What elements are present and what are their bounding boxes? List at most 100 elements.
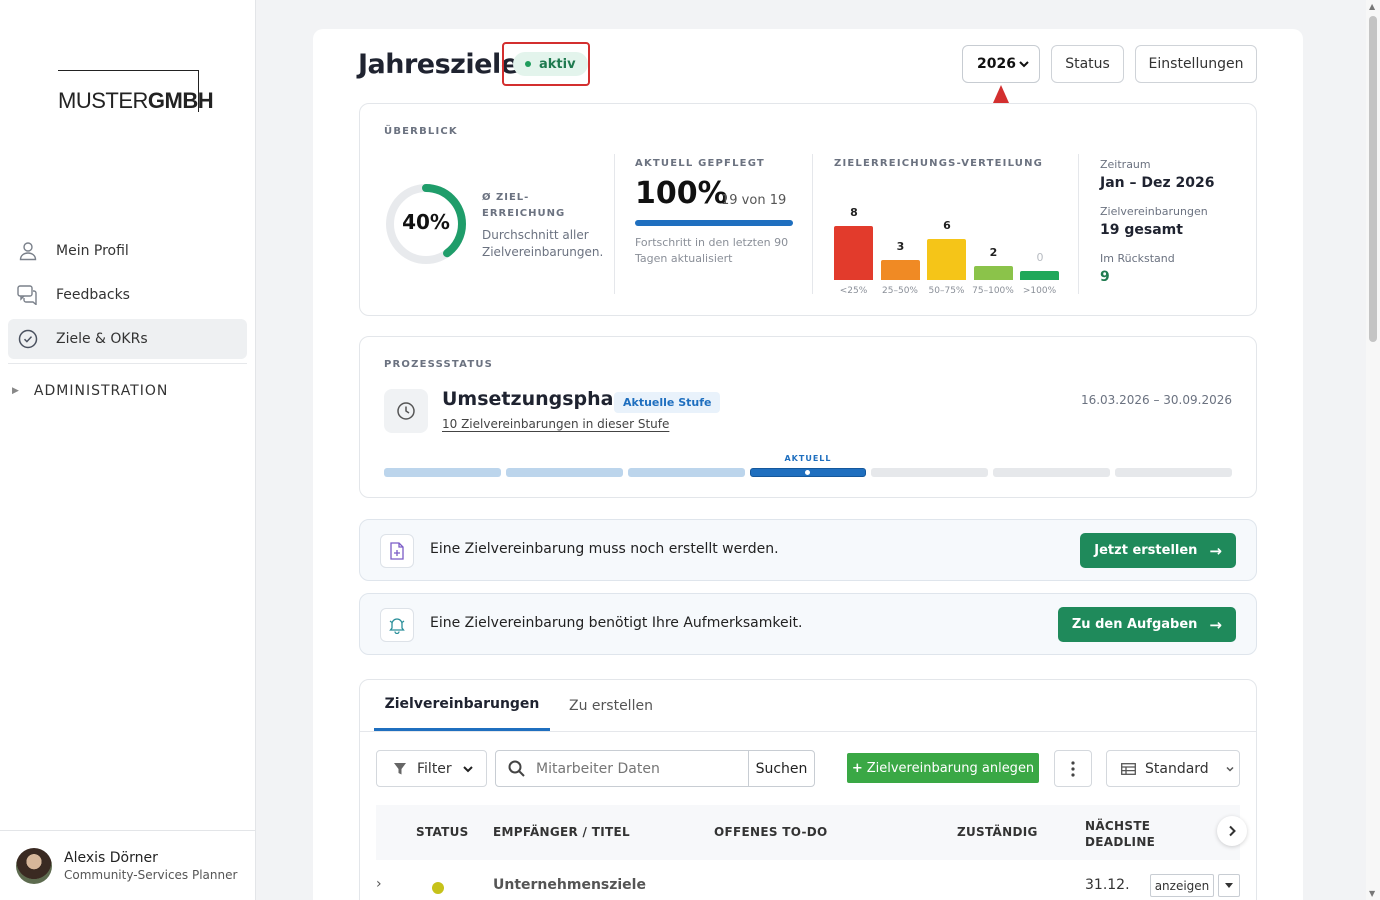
status-badge-label: aktiv [539,56,576,72]
user-profile[interactable]: Alexis Dörner Community-Services Planner [0,830,255,900]
scroll-up-icon[interactable]: ▲ [1369,2,1376,11]
sidebar-nav: Mein Profil Feedbacks Ziele & OKRs [8,231,247,364]
button-label: Zielvereinbarung anlegen [866,760,1035,776]
sidebar-item-profile[interactable]: Mein Profil [8,231,247,271]
triangle-right-icon: ▶ [12,386,20,396]
page-title: Jahresziele [358,49,519,80]
settings-button[interactable]: Einstellungen [1135,45,1257,83]
divider [1078,154,1079,294]
filter-button[interactable]: Filter [376,750,487,787]
column-open-todo[interactable]: OFFENES TO-DO [714,825,828,839]
sidebar-item-goals[interactable]: Ziele & OKRs [8,319,247,359]
overview-panel: ÜBERBLICK 40% Ø ZIEL-ERREICHUNG Durchsch… [359,103,1257,316]
distribution-label: ZIELERREICHUNGS-VERTEILUNG [834,158,1044,169]
expand-row-icon[interactable]: › [376,876,382,892]
kebab-menu-icon [1071,760,1075,777]
clock-icon [384,389,428,433]
avg-achievement-label: Ø ZIEL-ERREICHUNG [482,192,566,219]
stage-segment [627,468,745,477]
table-header: STATUS EMPFÄNGER / TITEL OFFENES TO-DO Z… [376,805,1240,860]
current-stage-badge: Aktuelle Stufe [614,392,721,413]
chevron-down-icon [1226,766,1234,772]
row-deadline: 31.12. [1085,877,1130,893]
chevron-down-icon [1019,61,1029,68]
funnel-icon [394,762,406,774]
sidebar-item-label: Mein Profil [56,243,129,259]
row-title[interactable]: Unternehmensziele [493,877,646,893]
year-select-value: 2026 [977,56,1016,72]
meta-value-overdue: 9 [1100,269,1110,285]
main-card: Jahresziele aktiv 2026 Status Einstellun… [313,29,1303,900]
user-role: Community-Services Planner [64,867,238,882]
overview-label: ÜBERBLICK [384,126,458,137]
plus-icon: + [851,760,863,776]
sidebar-item-feedbacks[interactable]: Feedbacks [8,275,247,315]
status-dot-icon [525,61,531,67]
tab-agreements[interactable]: Zielvereinbarungen [374,680,550,731]
logo-text-light: MUSTER [58,88,148,113]
distribution-count: 3 [896,240,905,253]
bell-icon [380,608,414,642]
view-select[interactable]: Standard [1106,750,1240,787]
maintained-count: 19 von 19 [721,193,787,208]
admin-label: ADMINISTRATION [33,383,169,399]
alert-attention: Eine Zielvereinbarung benötigt Ihre Aufm… [359,593,1257,655]
meta-key-period: Zeitraum [1100,158,1151,171]
current-stage-label: AKTUELL [784,454,832,463]
chevron-down-icon [462,765,473,772]
row-actions-dropdown[interactable] [1218,874,1240,897]
to-tasks-button[interactable]: Zu den Aufgaben → [1057,607,1236,642]
distribution-category: <25% [839,286,868,296]
logo-text-bold: GMBH [147,88,214,113]
column-next-deadline[interactable]: NÄCHSTE DEADLINE [1085,819,1156,849]
distribution-category: 50–75% [928,286,965,296]
distribution-category: 75–100% [972,286,1014,296]
search-button[interactable]: Suchen [748,750,815,787]
arrow-right-icon: → [1209,541,1222,560]
distribution-bar [880,260,920,280]
distribution-bar [973,266,1013,280]
company-logo[interactable]: MUSTERGMBH [58,70,214,113]
more-options-button[interactable] [1054,750,1092,787]
column-status[interactable]: STATUS [416,825,469,839]
distribution-count: 2 [989,246,998,259]
column-recipient-title[interactable]: EMPFÄNGER / TITEL [493,825,630,839]
sidebar: MUSTERGMBH Mein Profil Feedbacks Ziele &… [0,0,256,900]
avg-achievement-desc: Durchschnitt aller Zielvereinbarungen. [482,228,604,259]
show-button[interactable]: anzeigen [1150,874,1214,897]
stage-segment [505,468,623,477]
button-label: Zu den Aufgaben [1071,617,1198,632]
column-responsible[interactable]: ZUSTÄNDIG [957,825,1038,839]
search-input[interactable] [495,750,749,787]
file-plus-icon [380,534,414,568]
highlight-box: aktiv [502,42,590,86]
scroll-down-icon[interactable]: ▼ [1369,889,1376,898]
stage-segment [993,468,1111,477]
caret-down-icon [1225,883,1233,888]
maintained-note: Fortschritt in den letzten 90 Tagen aktu… [635,236,789,265]
add-agreement-button[interactable]: + Zielvereinbarung anlegen [847,753,1039,783]
nav-divider [8,363,247,364]
page-scrollbar[interactable]: ▲ ▼ [1366,0,1380,900]
sidebar-section-administration[interactable]: ▶ ADMINISTRATION [12,383,168,399]
agreements-panel: Zielvereinbarungen Zu erstellen Filter S… [359,679,1257,900]
meta-value-agreements: 19 gesamt [1100,222,1183,238]
stage-agreements-link[interactable]: 10 Zielvereinbarungen in dieser Stufe [442,417,670,431]
distribution-bar [834,226,873,280]
alert-text: Eine Zielvereinbarung muss noch erstellt… [430,541,779,557]
meta-key-overdue: Im Rückstand [1100,252,1175,265]
tab-to-create[interactable]: Zu erstellen [569,697,653,714]
scroll-columns-right-button[interactable] [1217,816,1247,846]
create-now-button[interactable]: Jetzt erstellen → [1080,533,1236,568]
avatar [16,847,52,884]
status-button[interactable]: Status [1051,45,1124,83]
process-label: PROZESSSTATUS [384,359,494,370]
scrollbar-thumb[interactable] [1369,16,1377,342]
person-icon [16,239,40,263]
tab-divider [360,731,1256,732]
user-name: Alexis Dörner [64,849,158,866]
maintained-progress-bar [635,220,793,226]
process-stage-title: Umsetzungsphase [442,388,638,410]
stage-segment [1115,468,1232,477]
year-select[interactable]: 2026 [962,45,1040,83]
